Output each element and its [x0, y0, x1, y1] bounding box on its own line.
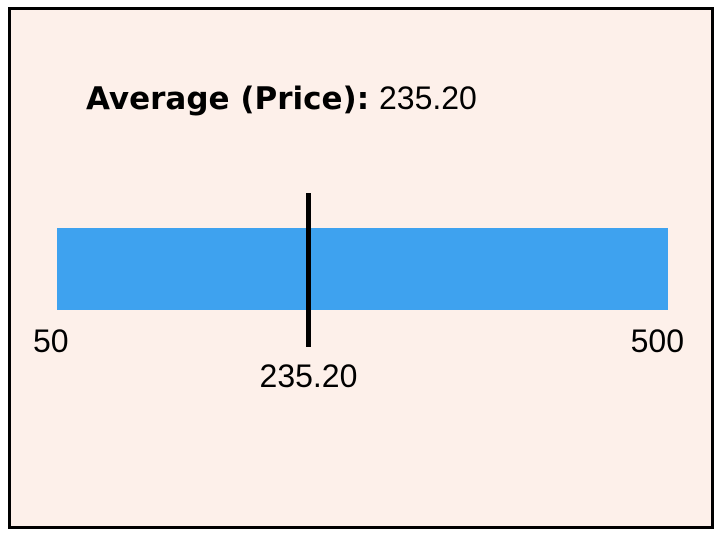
chart-title: Average (Price): 235.20 [86, 80, 477, 117]
max-tick-label: 500 [630, 323, 684, 359]
title-label: Average (Price): [86, 81, 370, 117]
value-marker [305, 193, 311, 347]
value-tick-label: 235.20 [259, 358, 358, 394]
chart-panel: Average (Price): 235.20 50 500 235.20 [8, 7, 714, 529]
title-value: 235.20 [378, 80, 477, 116]
range-bar [57, 228, 668, 310]
min-tick-label: 50 [33, 323, 69, 359]
